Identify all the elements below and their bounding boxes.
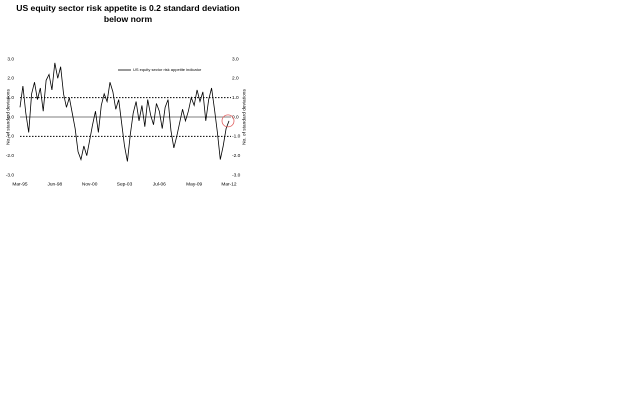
- x-tick-label: Mar-12: [221, 181, 237, 187]
- y2-tick-label: -1.0: [232, 134, 241, 140]
- y-tick-label: -1.0: [6, 134, 15, 140]
- y2-tick-label: 2.0: [232, 76, 239, 82]
- y-tick-label: -2.0: [6, 153, 15, 159]
- y2-tick-label: 3.0: [232, 56, 239, 62]
- y2-tick-label: 0.0: [232, 114, 239, 120]
- y-tick-label: 2.0: [7, 76, 14, 82]
- y2-tick-label: 1.0: [232, 95, 239, 101]
- chart-title: US equity sector risk appetite is 0.2 st…: [16, 3, 240, 24]
- x-tick-label: Jul-06: [153, 181, 166, 187]
- x-tick-label: Nov-00: [82, 181, 98, 187]
- x-tick-label: Jun-98: [47, 181, 62, 187]
- x-tick-label: Mar-95: [12, 181, 28, 187]
- y-tick-label: 0.0: [7, 114, 14, 120]
- y-tick-label: 3.0: [7, 56, 14, 62]
- y-tick-label: -3.0: [6, 172, 15, 178]
- data-line: [19, 62, 230, 162]
- x-tick-label: May-09: [186, 181, 202, 187]
- y2-axis-label: No. of standard deviations: [241, 89, 247, 145]
- y2-tick-label: -3.0: [232, 172, 241, 178]
- y-axis-label: No. of standard deviations: [5, 89, 11, 145]
- highlight-circle: [221, 114, 235, 128]
- x-tick-label: Sep-03: [117, 181, 133, 187]
- legend-label: US equity sector risk appetite indicator: [133, 67, 202, 72]
- y-tick-label: 1.0: [7, 95, 14, 101]
- y2-tick-label: -2.0: [232, 153, 241, 159]
